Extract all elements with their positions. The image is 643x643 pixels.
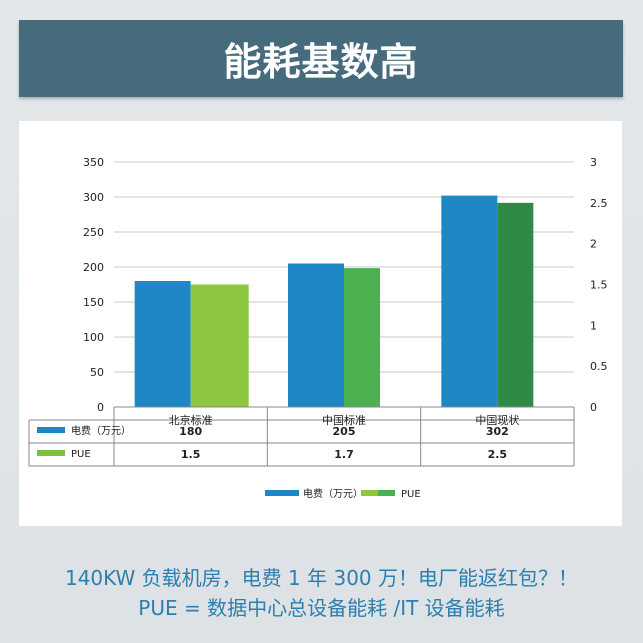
- y-right-tick-label: 2: [590, 238, 597, 251]
- table-key-pue: [37, 450, 65, 456]
- table-key-electricity: [37, 427, 65, 433]
- table-value: 302: [486, 425, 509, 438]
- bar-pue: [344, 268, 380, 407]
- x-category-label: 中国标准: [322, 413, 366, 427]
- table-row-label-electricity: 电费（万元）: [71, 424, 131, 437]
- y-right-tick-label: 1.5: [590, 279, 608, 292]
- y-left-tick-label: 50: [90, 366, 104, 379]
- y-left-tick-label: 0: [97, 401, 104, 414]
- chart: 0 50 100 150 200 250 300 350 0 0.5 1 1.5 2 2.5 3 北京标准 中国…: [28, 156, 608, 500]
- y-right-tick-label: 2.5: [590, 197, 608, 210]
- y-right-tick-label: 0: [590, 401, 597, 414]
- bar-electricity-cost: [441, 195, 498, 407]
- x-category-label: 北京标准: [169, 413, 213, 427]
- legend-key-pue: [361, 490, 378, 496]
- chart-card: 0 50 100 150 200 250 300 350 0 0.5 1 1.5 2 2.5 3 北京标准 中国…: [19, 121, 622, 526]
- table-value: 180: [179, 425, 202, 438]
- y-left-tick-label: 200: [83, 261, 104, 274]
- caption-line-2: PUE = 数据中心总设备能耗 /IT 设备能耗: [138, 596, 505, 620]
- y-right-tick-label: 0.5: [590, 360, 608, 373]
- caption-line-1: 140KW 负载机房，电费 1 年 300 万！电厂能返红包？！: [64, 566, 579, 590]
- title-banner: 能耗基数高: [19, 20, 623, 97]
- table-row-label-pue: PUE: [71, 449, 91, 460]
- y-left-tick-label: 300: [83, 191, 104, 204]
- y-left-tick-label: 100: [83, 331, 104, 344]
- legend-label-pue: PUE: [401, 489, 421, 500]
- page-title: 能耗基数高: [223, 40, 419, 84]
- y-left-tick-label: 250: [83, 226, 104, 239]
- legend-key-electricity: [265, 490, 299, 496]
- y-right-tick-label: 1: [590, 319, 597, 332]
- y-right-tick-label: 3: [590, 156, 597, 169]
- table-value: 1.7: [334, 448, 354, 461]
- legend-key-pue: [378, 490, 395, 496]
- table-value: 205: [333, 425, 356, 438]
- table-value: 1.5: [181, 448, 201, 461]
- y-left-tick-label: 150: [83, 296, 104, 309]
- y-left-tick-label: 350: [83, 156, 104, 169]
- table-value: 2.5: [488, 448, 508, 461]
- bar-electricity-cost: [288, 263, 344, 407]
- bar-pue: [190, 284, 249, 407]
- bar-pue: [497, 202, 534, 407]
- legend-label-electricity: 电费（万元）: [303, 487, 363, 500]
- bar-electricity-cost: [134, 281, 191, 407]
- x-category-label: 中国现状: [475, 413, 519, 427]
